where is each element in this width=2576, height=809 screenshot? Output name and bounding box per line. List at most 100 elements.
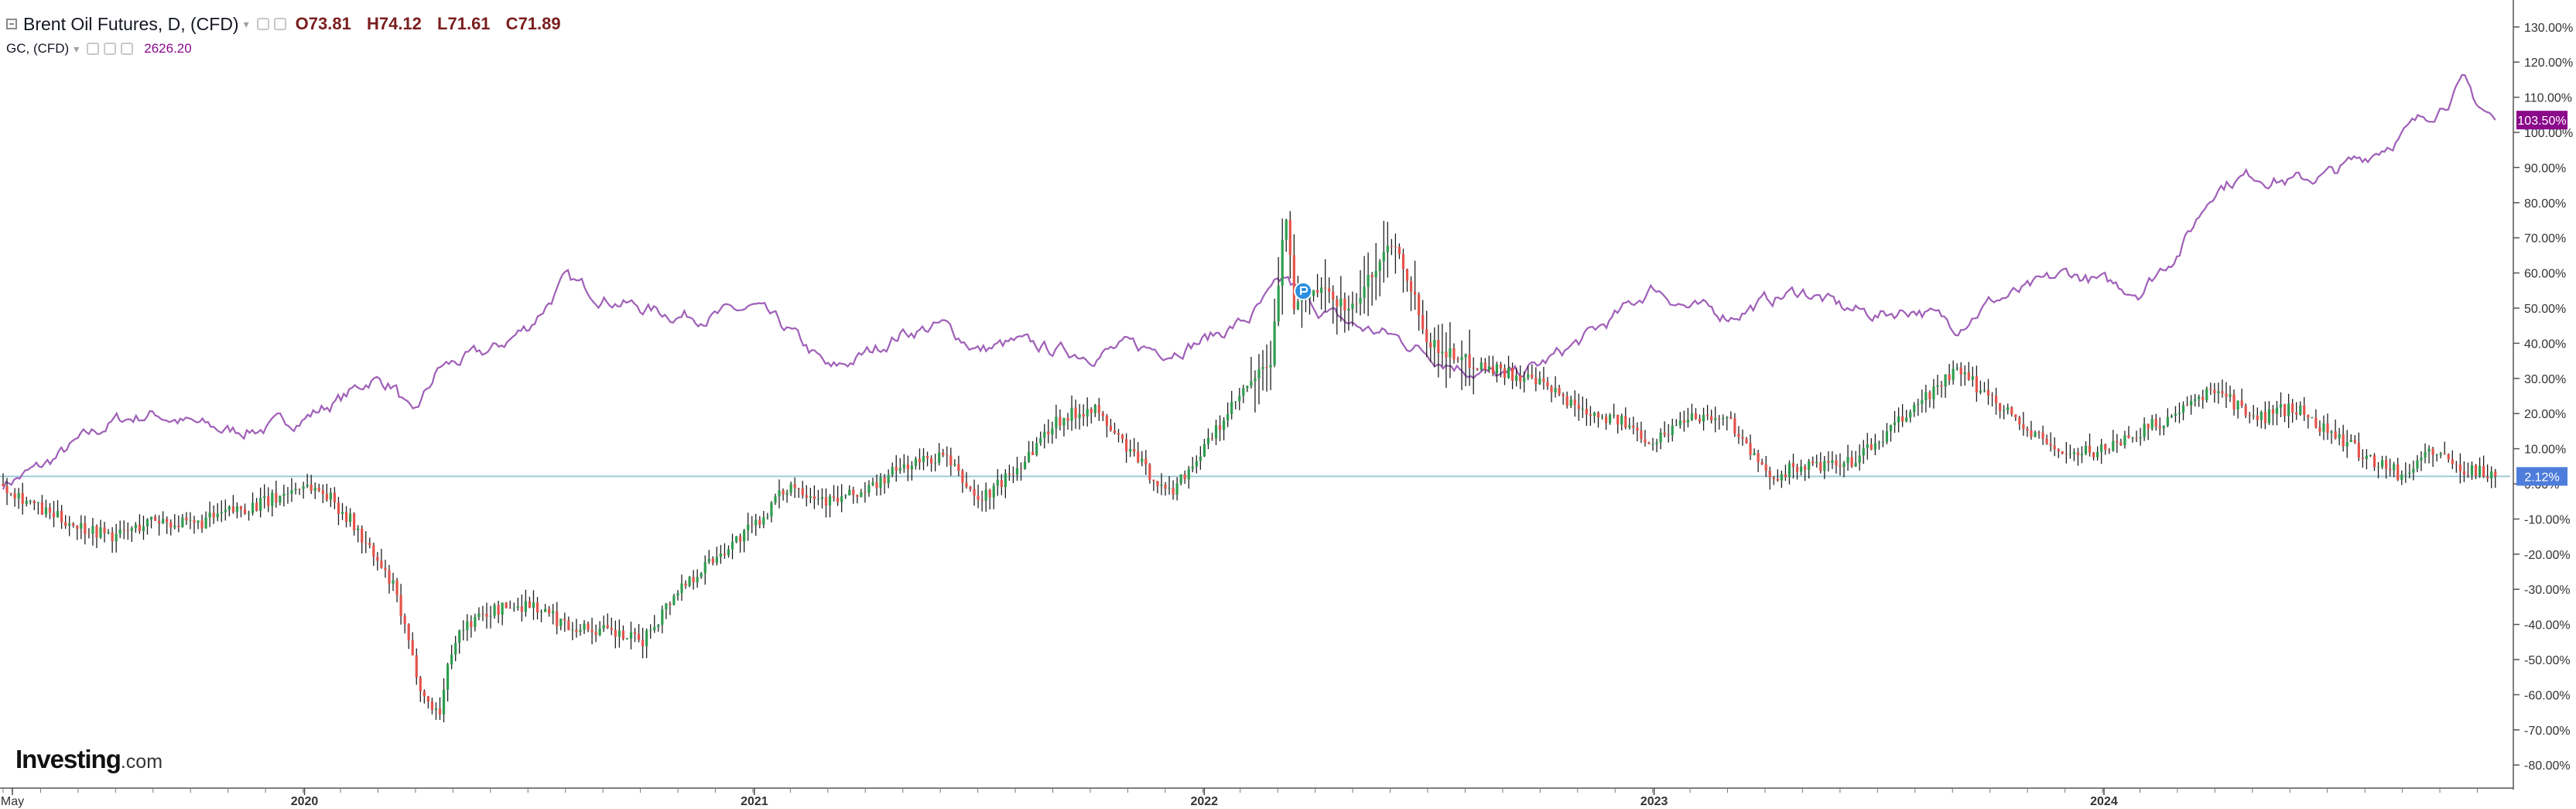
candle <box>669 601 672 615</box>
candle-body <box>220 512 223 514</box>
candle <box>118 520 121 539</box>
candle-body <box>703 561 706 574</box>
collapse-icon[interactable] <box>6 19 17 29</box>
candle <box>1726 416 1729 431</box>
x-tick-label: 2022 <box>1190 795 1218 808</box>
candle <box>1429 332 1432 362</box>
candle <box>625 637 629 640</box>
candle <box>1421 300 1425 334</box>
candle <box>1039 431 1042 446</box>
x-axis[interactable]: May 2020 2021 2022 2023 2024 <box>0 787 2513 808</box>
candle-body <box>1370 275 1374 278</box>
candle-body <box>481 613 484 615</box>
y-tick-label: 70.00% <box>2524 232 2566 245</box>
candle <box>1164 482 1167 496</box>
candle-body <box>208 512 211 518</box>
candle <box>1550 385 1553 403</box>
candle-body <box>762 517 765 525</box>
candle-body <box>2100 444 2103 452</box>
candle <box>1023 456 1027 470</box>
candle-body <box>934 462 937 464</box>
chevron-down-icon[interactable]: ▾ <box>74 43 80 55</box>
candle <box>181 513 184 528</box>
candle-body <box>2260 411 2263 420</box>
candle-body <box>938 452 941 463</box>
settings-icon[interactable] <box>273 18 286 30</box>
candle <box>450 644 453 670</box>
candle-body <box>1982 389 1986 391</box>
y-axis[interactable]: 130.00% 120.00% 110.00% 100.00% 90.00% 80.00%… <box>2513 0 2573 790</box>
candle-body <box>2299 405 2302 415</box>
candle <box>384 560 387 578</box>
candle-body <box>181 517 184 527</box>
candle <box>2053 437 2056 457</box>
close-icon[interactable] <box>121 43 134 55</box>
candle <box>462 620 465 641</box>
visibility-toggle-icon[interactable] <box>87 43 100 55</box>
candle-body <box>216 513 219 518</box>
candle <box>2307 414 2310 429</box>
candle-body <box>902 464 905 468</box>
candle <box>1210 432 1214 441</box>
compare-series-title[interactable]: GC, (CFD) <box>6 41 70 56</box>
candle-body <box>1133 448 1136 452</box>
main-series-title[interactable]: Brent Oil Futures, D, (CFD) <box>23 14 239 34</box>
candle-body <box>1917 403 1920 405</box>
candle-body <box>965 482 968 487</box>
candle <box>2470 461 2474 480</box>
chevron-down-icon[interactable]: ▾ <box>243 18 249 30</box>
candle-body <box>2194 399 2197 402</box>
candle <box>1815 454 1818 468</box>
candle <box>2291 399 2294 423</box>
candle <box>1585 398 1588 427</box>
candle <box>1644 430 1647 447</box>
candle-body <box>2353 440 2356 443</box>
candle <box>2205 386 2208 403</box>
high-value: H74.12 <box>366 14 422 33</box>
candle <box>969 485 972 492</box>
candle <box>2229 386 2232 403</box>
candle-body <box>1873 443 1876 450</box>
candle <box>665 602 668 619</box>
candle-body <box>9 492 12 494</box>
candle <box>961 468 964 493</box>
candle-body <box>2248 415 2251 416</box>
candle <box>1819 452 1822 474</box>
y-tick-label: -10.00% <box>2524 513 2571 526</box>
candle <box>1007 464 1011 482</box>
settings-icon[interactable] <box>104 43 117 55</box>
candle <box>828 494 832 518</box>
candle <box>820 488 824 509</box>
candle <box>1531 364 1534 379</box>
candle-body <box>1507 367 1510 379</box>
candle <box>2104 443 2107 455</box>
compare-series-legend[interactable]: GC, (CFD) ▾ 2626.20 <box>6 37 572 60</box>
candle <box>1238 388 1241 410</box>
candle <box>1386 221 1389 278</box>
candle <box>2342 424 2345 452</box>
candle-body <box>785 492 789 495</box>
candle-body <box>860 492 863 497</box>
candle-body <box>1043 431 1046 438</box>
candle <box>1452 343 1456 364</box>
candle <box>1979 380 1982 395</box>
candle-body <box>559 619 563 626</box>
candle-body <box>1437 339 1440 354</box>
investing-logo[interactable]: Investing.com <box>15 745 162 774</box>
candle <box>399 584 402 625</box>
candle <box>344 506 348 528</box>
candle-body <box>99 527 102 538</box>
main-series-legend[interactable]: Brent Oil Futures, D, (CFD) ▾ O73.81 H74… <box>6 12 572 36</box>
candle <box>1250 356 1253 389</box>
candle <box>2349 434 2352 443</box>
candle <box>485 602 488 629</box>
event-marker[interactable] <box>1294 282 1313 300</box>
candle <box>48 502 52 519</box>
candle <box>688 575 691 588</box>
candle <box>1179 474 1182 486</box>
candle <box>1206 428 1210 450</box>
visibility-toggle-icon[interactable] <box>256 18 269 30</box>
candle-body <box>204 517 207 529</box>
